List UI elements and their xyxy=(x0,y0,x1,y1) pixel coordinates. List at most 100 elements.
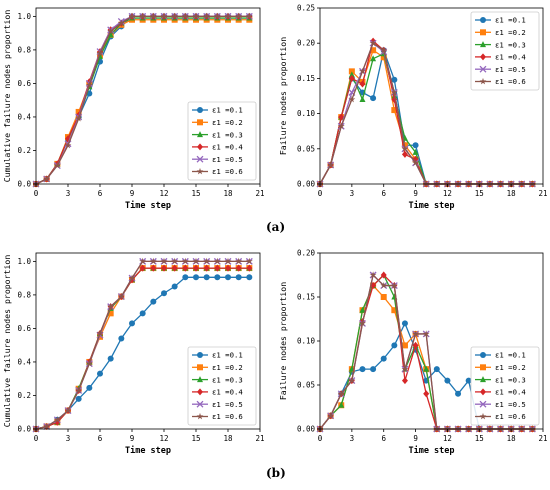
legend-entry: ε1 =0.5 xyxy=(192,155,243,164)
data-point xyxy=(193,274,199,281)
data-point xyxy=(107,27,115,35)
x-tick-label: 18 xyxy=(507,434,517,443)
data-point xyxy=(422,330,430,337)
data-point xyxy=(391,342,398,349)
legend-marker xyxy=(479,77,487,85)
data-point xyxy=(203,264,210,272)
legend-marker xyxy=(480,352,486,358)
legend-marker xyxy=(197,131,203,138)
y-tick-label: 0.05 xyxy=(297,381,315,390)
data-point xyxy=(192,257,200,265)
x-tick-label: 21 xyxy=(255,434,264,443)
legend-entry: ε1 =0.3 xyxy=(475,375,526,384)
data-point xyxy=(348,71,355,78)
data-point xyxy=(203,274,210,281)
y-tick-label: 0.00 xyxy=(297,180,316,189)
data-point xyxy=(75,115,83,122)
x-tick-label: 0 xyxy=(34,189,39,198)
legend-marker xyxy=(196,412,204,420)
data-point xyxy=(235,274,242,281)
x-tick-label: 3 xyxy=(350,434,355,443)
data-point xyxy=(128,274,136,282)
data-point xyxy=(139,12,147,20)
data-point xyxy=(401,377,408,385)
data-point xyxy=(171,283,178,290)
data-point xyxy=(369,271,377,278)
data-point xyxy=(118,335,125,342)
x-tick-label: 6 xyxy=(98,189,103,198)
legend-entry: ε1 =0.1 xyxy=(192,106,243,115)
data-point xyxy=(235,257,243,265)
x-tick-label: 21 xyxy=(255,189,264,198)
data-point xyxy=(96,329,104,337)
data-point xyxy=(86,384,93,391)
legend-label: ε1 =0.2 xyxy=(212,118,243,127)
data-point xyxy=(181,257,189,265)
legend-label: ε1 =0.4 xyxy=(495,53,526,62)
legend-marker xyxy=(480,388,486,396)
series-6 xyxy=(32,12,253,187)
legend-label: ε1 =0.6 xyxy=(212,412,243,421)
data-point xyxy=(245,257,253,265)
data-point xyxy=(161,264,167,272)
legend-entry: ε1 =0.6 xyxy=(192,167,243,176)
data-point xyxy=(370,55,377,62)
legend-marker xyxy=(197,107,203,113)
data-point xyxy=(117,19,125,26)
data-point xyxy=(235,12,243,20)
chart-b-cumulative: 0 3 6 9 12 15 18 21 0.0 0.2 0.4 0.6 0.8 1.0 Time step C… xyxy=(2,252,265,456)
y-axis-label: Failure nodes proportion xyxy=(278,37,288,155)
data-point xyxy=(390,88,398,96)
legend-entry: ε1 =0.3 xyxy=(475,40,526,49)
data-point xyxy=(182,274,189,281)
data-point xyxy=(97,370,103,377)
data-point xyxy=(401,150,408,158)
x-axis-label: Time step xyxy=(125,200,171,211)
legend-label: ε1 =0.5 xyxy=(212,155,243,164)
y-tick-label: 0.25 xyxy=(297,4,315,13)
x-tick-label: 6 xyxy=(381,434,386,443)
data-point xyxy=(246,274,253,281)
data-point xyxy=(412,142,419,149)
data-point xyxy=(53,161,61,169)
legend-marker xyxy=(480,364,486,371)
legend-marker xyxy=(197,119,203,126)
legend-label: ε1 =0.4 xyxy=(212,143,243,152)
data-point xyxy=(380,294,387,300)
x-tick-label: 15 xyxy=(191,434,200,443)
data-point xyxy=(107,355,114,362)
legend-label: ε1 =0.5 xyxy=(495,400,526,409)
legend-label: ε1 =0.2 xyxy=(495,363,526,372)
x-tick-label: 21 xyxy=(538,189,547,198)
data-point xyxy=(117,292,125,300)
y-tick-label: 0.4 xyxy=(17,357,31,366)
legend-marker xyxy=(480,376,486,383)
legend-marker xyxy=(480,53,486,61)
legend-entry: ε1 =0.2 xyxy=(192,118,243,127)
legend-box xyxy=(470,346,540,426)
legend-box xyxy=(187,101,257,181)
data-point xyxy=(391,307,398,314)
x-axis-label: Time step xyxy=(125,445,171,456)
data-point xyxy=(129,320,135,327)
data-point xyxy=(370,47,377,54)
data-point xyxy=(401,365,409,373)
x-tick-label: 0 xyxy=(318,189,323,198)
series-6 xyxy=(32,257,253,432)
legend-entry: ε1 =0.3 xyxy=(192,130,243,139)
data-point xyxy=(391,96,398,104)
legend-label: ε1 =0.1 xyxy=(495,16,526,25)
panel-label-b: (b) xyxy=(266,466,286,480)
data-point xyxy=(401,145,409,152)
y-tick-label: 0.00 xyxy=(297,425,316,434)
data-point xyxy=(53,416,61,423)
y-tick-label: 1.0 xyxy=(17,257,31,266)
x-tick-label: 12 xyxy=(159,434,168,443)
data-point xyxy=(96,49,104,57)
data-point xyxy=(85,81,93,89)
legend-marker xyxy=(197,143,203,151)
data-point xyxy=(369,39,377,47)
data-point xyxy=(43,175,51,182)
legend-label: ε1 =0.3 xyxy=(495,40,526,49)
x-tick-label: 12 xyxy=(159,189,168,198)
